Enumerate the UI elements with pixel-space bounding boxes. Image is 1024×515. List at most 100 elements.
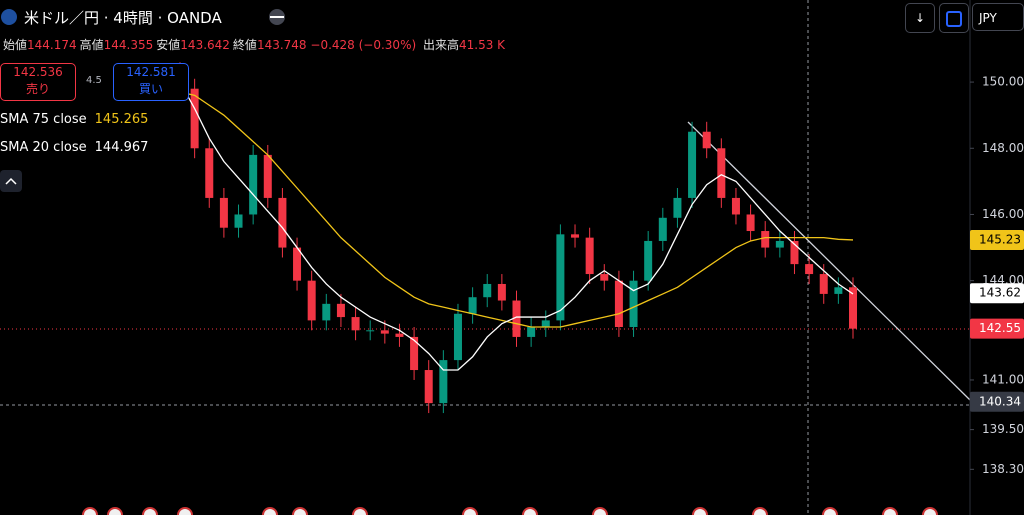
candle-body: [483, 283, 492, 298]
indicator-value: 145.265: [94, 112, 149, 127]
candle-body: [234, 214, 243, 228]
candle-body: [512, 300, 521, 337]
price-tag-label: 143.62: [979, 286, 1021, 300]
price-tag-label: 145.23: [979, 232, 1021, 246]
candles: [176, 62, 857, 414]
ohlc-label: 安値: [156, 38, 181, 52]
indicator-name: SMA 75 close: [0, 112, 87, 127]
y-tick-label: 150.00: [982, 75, 1024, 89]
indicator-name: SMA 20 close: [0, 140, 87, 155]
ohlc-value: 144.174: [27, 38, 77, 52]
y-tick-label: 141.00: [982, 372, 1024, 386]
y-tick-label: 146.00: [982, 207, 1024, 221]
symbol[interactable]: 米ドル／円 · 4時間 · OANDA: [24, 9, 222, 27]
collapse-button[interactable]: [0, 170, 22, 192]
candle-body: [439, 360, 448, 404]
candle-body: [805, 264, 814, 275]
candle-body: [322, 303, 331, 321]
ohlc-label: 終値: [232, 38, 257, 52]
candle-body: [293, 247, 302, 281]
candle-body: [644, 240, 653, 281]
buy-button[interactable]: 142.581 買い: [113, 63, 189, 101]
candle-body: [688, 131, 697, 198]
indicator-lines: [179, 81, 854, 371]
buy-price: 142.581: [126, 65, 176, 79]
candle-body: [453, 313, 462, 361]
candle-body: [410, 336, 419, 371]
candle-body: [336, 303, 345, 318]
candle-body: [366, 330, 375, 332]
price-tag-label: 142.55: [979, 321, 1021, 335]
candle-body: [249, 154, 258, 215]
chevron: [5, 177, 17, 185]
minus: [270, 16, 284, 18]
currency-button[interactable]: JPY: [972, 3, 1024, 31]
ohlc-value: 143.748: [256, 38, 307, 52]
candle-body: [497, 283, 506, 301]
candle-body: [775, 240, 784, 248]
y-tick-label: 139.50: [982, 422, 1024, 436]
change: −0.428 (−0.30%): [310, 38, 417, 52]
candle-body: [527, 327, 536, 337]
candle-body: [205, 148, 214, 198]
candle-body: [219, 197, 228, 228]
price-axis: [970, 0, 1024, 515]
download-button[interactable]: ↓: [905, 3, 935, 33]
flag-icon: [1, 9, 17, 25]
candle-body: [717, 148, 726, 198]
trend-line: [687, 121, 971, 401]
candle-body: [702, 131, 711, 149]
spread: 4.5: [86, 75, 102, 86]
event-icons: [82, 507, 938, 515]
sell-price: 142.536: [13, 65, 63, 79]
candle-body: [307, 280, 316, 321]
ohlc-value: 144.355: [103, 38, 154, 52]
y-tick-label: 148.00: [982, 141, 1024, 155]
candle-body: [571, 234, 580, 238]
sma-line: [179, 81, 854, 371]
candle-body: [819, 274, 828, 294]
price-tag: [970, 318, 1024, 339]
indicator-legend: SMA 75 close 145.265: [0, 112, 148, 127]
ohlc-label: 高値: [79, 38, 104, 52]
candle-body: [424, 370, 433, 404]
sell-button[interactable]: 142.536 売り: [0, 63, 76, 101]
candle-body: [351, 317, 360, 331]
indicator-legend: SMA 20 close 144.967: [0, 140, 148, 155]
candle-body: [600, 274, 609, 281]
buy-label: 買い: [138, 82, 163, 96]
candle-body: [673, 197, 682, 218]
layout-button[interactable]: [939, 3, 969, 33]
candle-body: [614, 280, 623, 328]
volume: 41.53 K: [459, 38, 506, 52]
candle-body: [731, 197, 740, 215]
price-tag: [970, 283, 1024, 304]
ohlc-row: 始値144.174 高値144.355 安値143.642 終値143.748 −0.…: [0, 36, 505, 53]
price-tag-label: 140.34: [979, 394, 1021, 408]
candle-body: [790, 240, 799, 265]
candle-body: [541, 320, 550, 328]
price-axis-labels: 150.00148.00146.00144.00141.00139.50138.…: [970, 75, 1024, 476]
candle-body: [849, 287, 857, 329]
candle-body: [556, 234, 565, 321]
y-tick-label: 138.30: [982, 462, 1024, 476]
candle-body: [395, 333, 404, 337]
ohlc-label: 始値: [3, 38, 28, 52]
volume-label: 出来高: [422, 38, 459, 52]
candle-body: [585, 237, 594, 275]
candle-body: [278, 197, 287, 248]
ohlc-value: 143.642: [180, 38, 230, 52]
candle-body: [468, 297, 477, 314]
sell-label: 売り: [25, 82, 50, 96]
sma-line: [179, 91, 854, 328]
price-tag: [970, 229, 1024, 250]
price-tag: [970, 391, 1024, 412]
candle-body: [190, 88, 199, 149]
candle-body: [263, 154, 272, 198]
candle-body: [746, 214, 755, 232]
indicator-value: 144.967: [94, 140, 149, 155]
candle-body: [834, 287, 843, 294]
candle-body: [629, 280, 638, 328]
